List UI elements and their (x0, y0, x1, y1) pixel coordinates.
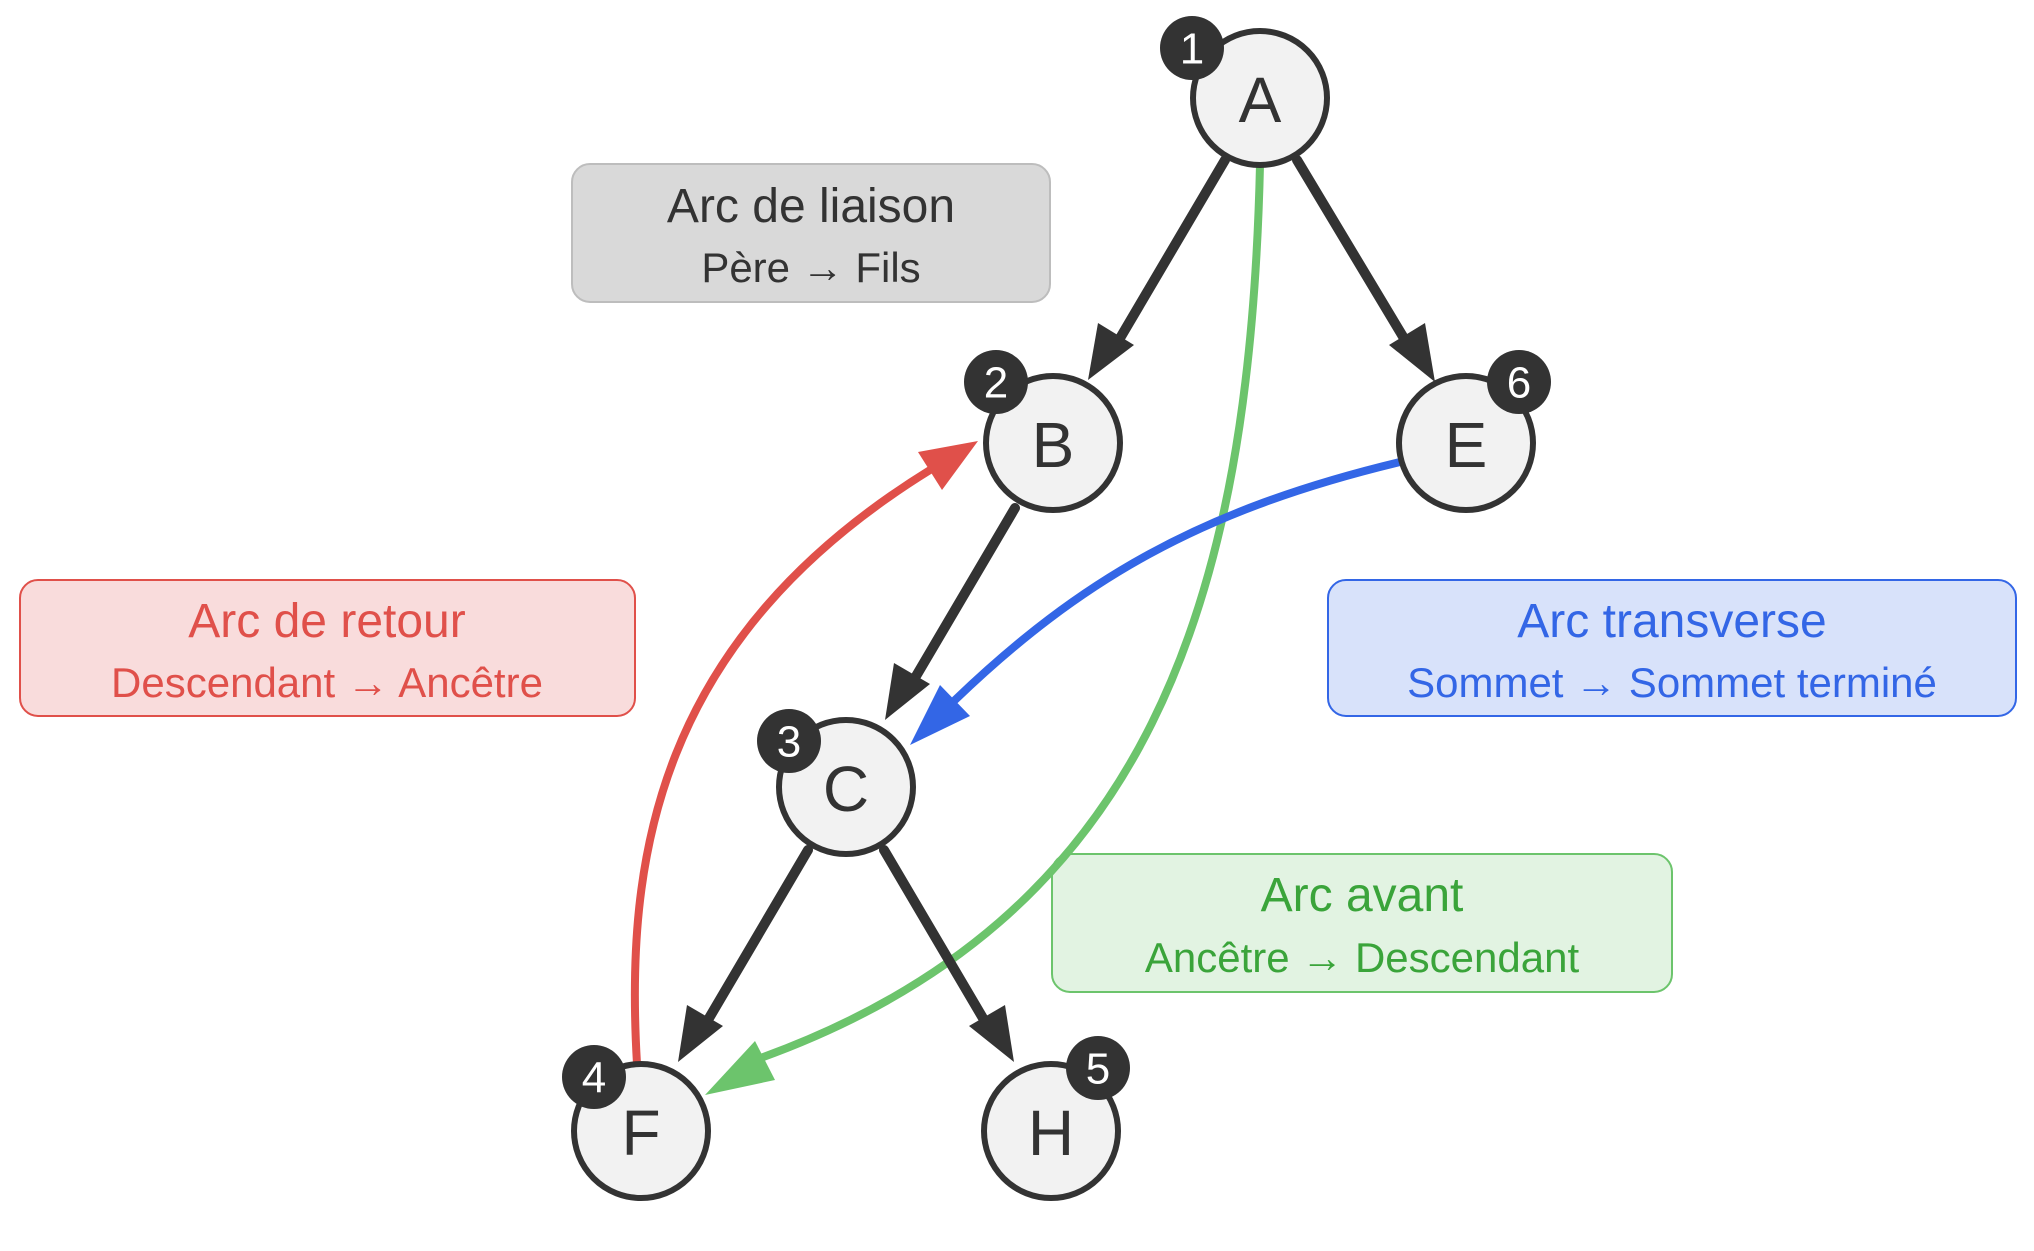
node-h-label: H (1028, 1097, 1074, 1169)
legend-liaison-title: Arc de liaison (667, 180, 955, 233)
node-f-order-badge (562, 1045, 626, 1109)
node-h-order: 5 (1086, 1045, 1110, 1094)
node-a: A 1 (1160, 16, 1330, 168)
legend-avant: Arc avant Ancêtre → Descendant (1051, 853, 1673, 993)
legend-avant-subtitle: Ancêtre → Descendant (1145, 934, 1580, 981)
legend-transverse-box (1327, 579, 2017, 717)
node-e-circle (1396, 373, 1536, 513)
node-f-label: F (621, 1097, 660, 1169)
node-b-order: 2 (984, 359, 1008, 408)
node-h-order-badge (1066, 1036, 1130, 1100)
legend-liaison-subtitle: Père → Fils (701, 244, 920, 291)
node-a-order-badge (1160, 16, 1224, 80)
node-a-order: 1 (1180, 25, 1204, 74)
node-c-order: 3 (777, 718, 801, 767)
legend-avant-title: Arc avant (1261, 869, 1464, 922)
node-b-label: B (1032, 409, 1075, 481)
edge-liaison-c-h (879, 845, 1014, 1062)
node-a-label: A (1239, 64, 1282, 136)
node-f: F 4 (562, 1045, 711, 1201)
node-b-order-badge (964, 350, 1028, 414)
node-h-circle (981, 1061, 1121, 1201)
node-e: E 6 (1396, 350, 1551, 513)
node-c-label: C (823, 753, 869, 825)
edge-liaison-c-f (678, 845, 813, 1062)
node-b-circle (983, 373, 1123, 513)
legend-transverse-title: Arc transverse (1517, 595, 1826, 648)
node-b: B 2 (964, 350, 1123, 513)
edge-liaison-a-e (1292, 155, 1435, 382)
node-c-order-badge (757, 709, 821, 773)
legend-retour-subtitle: Descendant → Ancêtre (111, 659, 543, 706)
legend-liaison-box (571, 163, 1051, 303)
edge-liaison-b-c (885, 503, 1020, 720)
legend-liaison: Arc de liaison Père → Fils (571, 163, 1051, 303)
node-e-order-badge (1487, 350, 1551, 414)
node-a-circle (1190, 28, 1330, 168)
node-h: H 5 (981, 1036, 1130, 1201)
node-c: C 3 (757, 709, 916, 857)
legend-retour-title: Arc de retour (188, 595, 465, 648)
edge-transverse-e-c (910, 458, 1404, 745)
edge-avant-a-f (705, 161, 1264, 1095)
legend-retour-box (19, 579, 636, 717)
legend-transverse: Arc transverse Sommet → Sommet terminé (1327, 579, 2017, 717)
legend-avant-box (1051, 853, 1673, 993)
node-e-order: 6 (1507, 359, 1531, 408)
legend-transverse-subtitle: Sommet → Sommet terminé (1407, 659, 1937, 706)
edge-retour-f-b (630, 441, 978, 1068)
legend-retour: Arc de retour Descendant → Ancêtre (19, 579, 636, 717)
node-f-order: 4 (582, 1054, 606, 1103)
edge-liaison-a-b (1088, 155, 1230, 380)
node-e-label: E (1445, 409, 1488, 481)
